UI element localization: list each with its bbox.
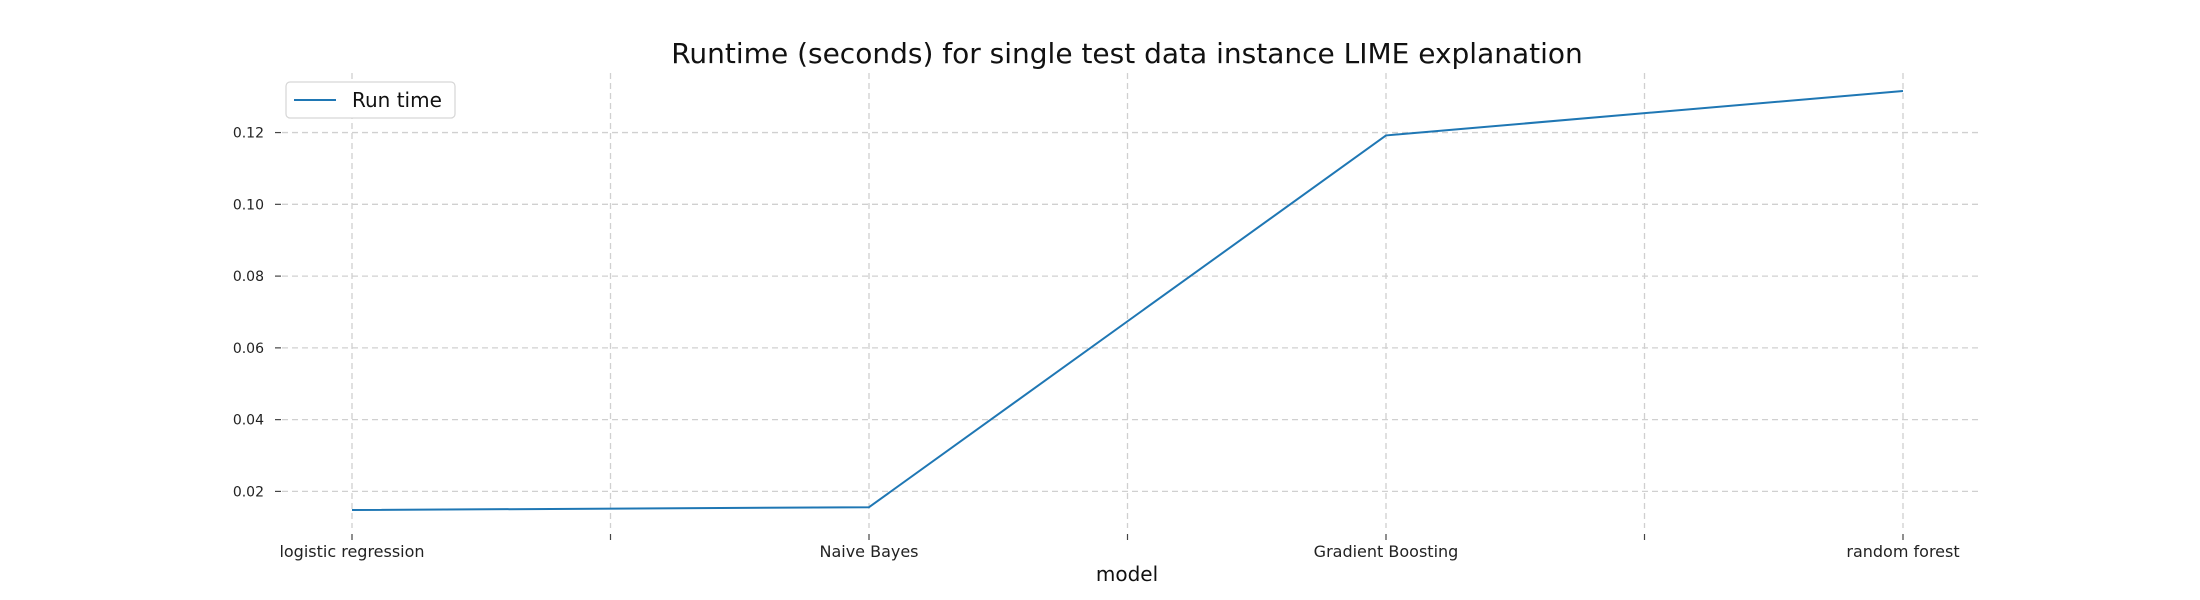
y-tick-label: 0.10 xyxy=(233,197,264,213)
y-tick-label: 0.12 xyxy=(233,126,264,142)
series-layer xyxy=(351,89,1904,512)
y-tick-label: 0.06 xyxy=(233,341,264,357)
chart-title: Runtime (seconds) for single test data i… xyxy=(671,37,1583,70)
y-tick-label: 0.04 xyxy=(233,413,264,429)
grid xyxy=(282,73,1981,528)
y-tick-label: 0.02 xyxy=(233,484,264,500)
x-axis-label: model xyxy=(1096,562,1158,586)
axis-ticks: 0.02 0.04 0.06 0.08 0.10 0.12 logistic regress… xyxy=(233,126,1960,561)
x-tick-label: random forest xyxy=(1846,542,1959,561)
legend-label-run-time: Run time xyxy=(352,88,442,112)
y-tick-label: 0.08 xyxy=(233,269,264,285)
legend-box xyxy=(285,81,456,119)
x-tick-label: logistic regression xyxy=(279,542,424,561)
legend: Run time xyxy=(285,81,456,119)
series-line-run-time xyxy=(351,89,1904,512)
x-tick-label: Gradient Boosting xyxy=(1314,542,1459,561)
x-tick-label: Naive Bayes xyxy=(819,542,918,561)
